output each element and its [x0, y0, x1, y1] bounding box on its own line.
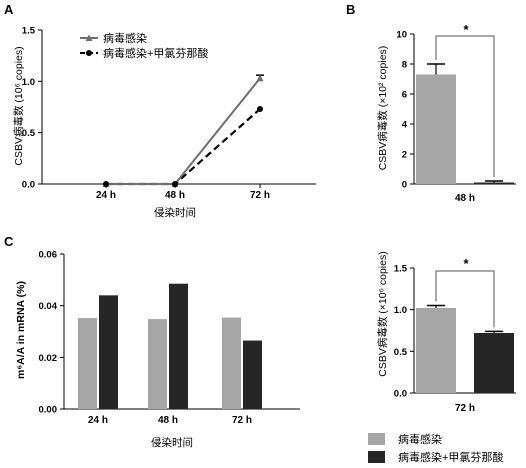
panel-a-ytick-label: 1.0	[22, 77, 35, 88]
panel-a-xtick-label: 48 h	[165, 190, 185, 201]
panel-a-ytick-label: 0.0	[22, 180, 35, 191]
panel-b-ytick-label: 6	[402, 90, 407, 101]
panel-a-ytick-label: 1.5	[22, 26, 36, 37]
panel-c-xtick-label: 72 h	[232, 415, 252, 426]
panel-b-ylabel: CSBV病毒数 (×10² copies)	[376, 46, 389, 171]
panel-d-bar-infected	[416, 308, 456, 393]
panel-d-bar-treated	[474, 333, 514, 393]
panel-c-bar-treated	[99, 295, 118, 409]
panel-d-xlabel: 72 h	[455, 403, 475, 414]
legend-infected-swatch	[368, 433, 385, 445]
panel-d-ytick-label: 1.0	[394, 305, 407, 316]
panel-c-xtick-label: 48 h	[158, 415, 178, 426]
panel-b-significance-bracket	[435, 35, 495, 177]
panel-b-ytick-label: 8	[402, 60, 407, 71]
panel-b-bar-chart: CSBV病毒数 (×10² copies) 48 h * 0 2 4 6 8 10	[376, 22, 516, 204]
panel-b-letter: B	[346, 2, 355, 17]
panel-d-ylabel: CSBV病毒数 (×10⁶ copies)	[376, 251, 389, 376]
panel-d-significance: *	[463, 256, 469, 271]
panel-c-ytick-label: 0.02	[39, 353, 58, 364]
series-treated-point	[172, 181, 178, 187]
panel-a-ytick-label: 0.5	[22, 128, 36, 139]
panel-a-letter: A	[4, 2, 14, 17]
panel-c-bar-treated	[243, 340, 262, 409]
panel-c-bar-infected	[78, 318, 97, 409]
legend-treated-label: 病毒感染+甲氯芬那酸	[103, 46, 208, 60]
series-treated-point	[103, 181, 109, 187]
legend-treated-marker	[86, 50, 92, 56]
panel-c-xlabel: 侵染时间	[151, 436, 193, 449]
panel-b-ytick-label: 0	[402, 180, 407, 191]
series-treated-point	[257, 106, 263, 113]
legend-infected-marker	[85, 34, 93, 41]
panel-c-letter: C	[4, 234, 14, 249]
panel-d-ytick-label: 1.5	[394, 264, 408, 275]
panel-c-ylabel: m⁶A/A in mRNA (%)	[15, 281, 27, 379]
panel-d-ytick-label: 0.5	[394, 347, 408, 358]
legend-infected-label: 病毒感染	[103, 31, 147, 45]
panel-c-ytick-label: 0.04	[39, 301, 58, 312]
legend-infected-label: 病毒感染	[398, 432, 442, 446]
panel-b-significance: *	[463, 22, 469, 37]
panel-b-ytick-label: 4	[402, 120, 408, 131]
legend-treated-swatch	[368, 451, 385, 463]
series-infected-point	[256, 74, 264, 82]
panel-c-bar-chart: m⁶A/A in mRNA (%) 侵染时间 0.00 0.02 0.04 0.06 2…	[15, 250, 300, 449]
panel-b-ytick-label: 2	[402, 150, 407, 161]
panel-a-line-chart: CSBV病毒数 (10⁶ copies) 侵染时间 病毒感染病毒感染+甲氯芬那酸…	[12, 26, 316, 219]
series-infected-line	[106, 77, 261, 185]
panel-b-bar-treated	[474, 182, 514, 184]
panel-d-significance-bracket	[435, 270, 495, 328]
panel-c-bar-infected	[222, 317, 241, 409]
legend-treated-label: 病毒感染+甲氯芬那酸	[398, 450, 503, 464]
panel-a-ylabel: CSBV病毒数 (10⁶ copies)	[12, 46, 25, 165]
panel-a-xtick-label: 72 h	[250, 190, 270, 201]
panel-d-ytick-label: 0.0	[394, 389, 407, 400]
panel-c-bar-treated	[169, 283, 188, 409]
panel-d-bar-chart: CSBV病毒数 (×10⁶ copies) 72 h * 0.0 0.5 1.0 1.…	[376, 251, 516, 414]
panel-c-ytick-label: 0.06	[39, 250, 58, 261]
panel-a-xtick-label: 24 h	[96, 190, 116, 201]
panel-c-bar-infected	[148, 319, 167, 409]
panel-a-xlabel: 侵染时间	[154, 206, 196, 219]
panel-c-xtick-label: 24 h	[88, 415, 108, 426]
panel-b-bar-infected	[416, 74, 456, 184]
panel-b-ytick-label: 10	[396, 30, 407, 41]
panel-b-xlabel: 48 h	[455, 193, 475, 204]
panel-c-ytick-label: 0.00	[39, 405, 58, 416]
